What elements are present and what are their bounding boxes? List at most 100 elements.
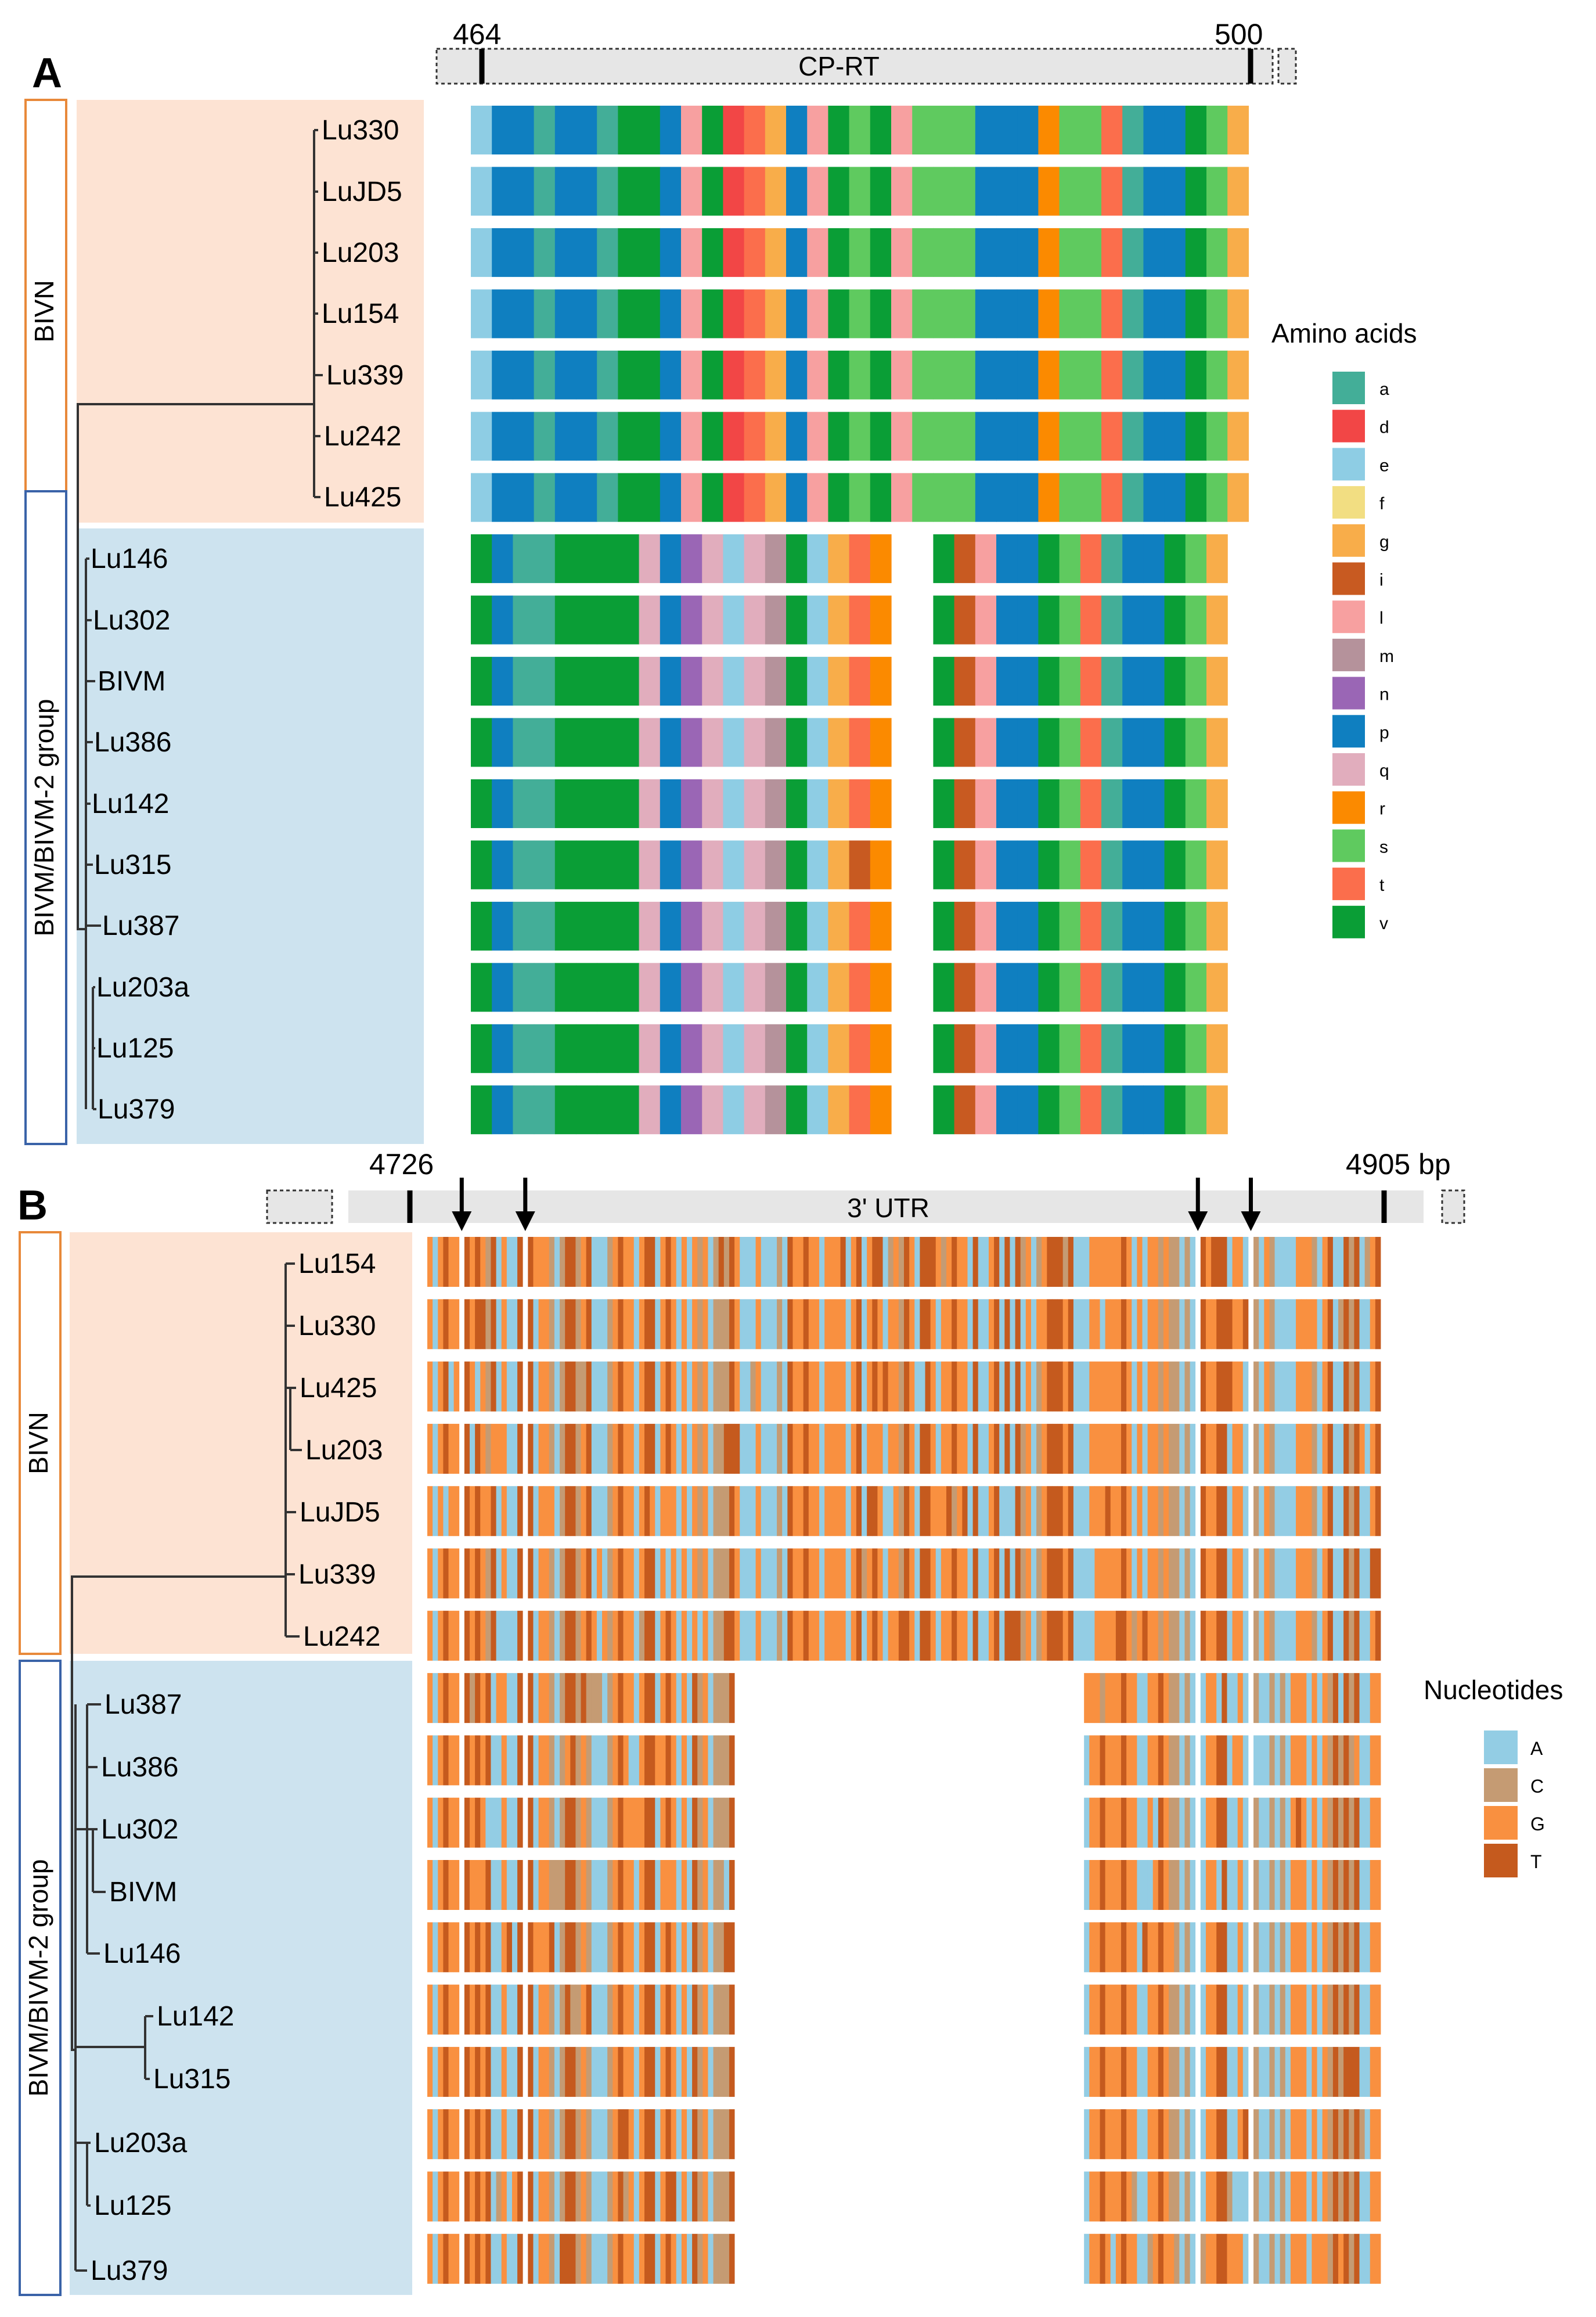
nucleotide-cell xyxy=(1222,1299,1227,1350)
nucleotide-cell xyxy=(1237,2233,1244,2284)
residue-cell xyxy=(744,657,766,706)
nucleotide-cell xyxy=(1338,1735,1344,1786)
taxon-label: LuJD5 xyxy=(300,1497,380,1528)
residue-cell xyxy=(1080,167,1102,216)
nucleotide-cell xyxy=(1115,1548,1122,1599)
nucleotide-cell xyxy=(1370,2233,1376,2284)
nucleotide-cell xyxy=(618,1486,624,1537)
residue-cell xyxy=(702,718,723,767)
nucleotide-cell xyxy=(1121,1548,1127,1599)
nucleotide-cell xyxy=(782,1610,788,1661)
nucleotide-cell xyxy=(925,1237,931,1287)
nucleotide-cell xyxy=(554,1735,560,1786)
residue-cell xyxy=(660,289,682,339)
residue-cell xyxy=(639,840,661,890)
nucleotide-cell xyxy=(1269,1735,1275,1786)
residue-cell xyxy=(513,350,535,400)
nucleotide-cell xyxy=(1227,1361,1233,1412)
nucleotide-cell xyxy=(528,1299,534,1350)
nucleotide-cell xyxy=(511,1922,518,1973)
nucleotide-cell xyxy=(1190,1797,1196,1848)
nucleotide-cell xyxy=(713,1610,719,1661)
residue-cell xyxy=(996,473,1018,522)
nucleotide-cell xyxy=(1242,2046,1249,2097)
nucleotide-cell xyxy=(723,1610,730,1661)
nucleotide-cell xyxy=(972,1237,979,1287)
nucleotide-cell xyxy=(602,1984,608,2035)
nucleotide-cell xyxy=(1269,1361,1275,1412)
nucleotide-cell xyxy=(618,1299,624,1350)
nucleotide-cell xyxy=(1349,1486,1354,1537)
residue-cell xyxy=(702,1085,723,1135)
residue-cell xyxy=(1017,595,1039,645)
nucleotide-cell xyxy=(1163,1860,1169,1910)
nucleotide-cell xyxy=(660,1299,666,1350)
nucleotide-cell xyxy=(1296,2109,1302,2160)
nucleotide-cell xyxy=(676,2109,682,2160)
nucleotide-cell xyxy=(697,1548,703,1599)
nucleotide-cell xyxy=(1285,2109,1291,2160)
nucleotide-cell xyxy=(1142,1237,1148,1287)
nucleotide-cell xyxy=(655,2109,661,2160)
residue-cell xyxy=(996,228,1018,277)
residue-cell xyxy=(1080,412,1102,461)
residue-cell xyxy=(786,412,808,461)
nucleotide-cell xyxy=(882,1423,889,1474)
nucleotide-cell xyxy=(1105,2109,1111,2160)
residue-cell xyxy=(1185,840,1207,890)
nucleotide-cell xyxy=(1100,2171,1106,2222)
residue-cell xyxy=(786,779,808,828)
nucleotide-cell xyxy=(639,1423,645,1474)
panel-b-bivn-group-box xyxy=(19,1231,62,1655)
nucleotide-cell xyxy=(718,1548,725,1599)
residue-cell xyxy=(1080,840,1102,890)
nucleotide-cell xyxy=(1110,1735,1116,1786)
nucleotide-cell xyxy=(1317,1735,1323,1786)
nucleotide-cell xyxy=(1089,1486,1095,1537)
nucleotide-cell xyxy=(1084,1797,1090,1848)
nucleotide-cell xyxy=(1110,1299,1116,1350)
nucleotide-cell xyxy=(1121,1797,1127,1848)
nucleotide-cell xyxy=(1290,1860,1296,1910)
nucleotide-cell xyxy=(1306,1610,1312,1661)
nucleotide-cell xyxy=(904,1361,910,1412)
residue-cell xyxy=(912,350,934,400)
residue-cell xyxy=(954,106,976,154)
residue-cell xyxy=(1185,350,1207,400)
residue-cell xyxy=(1038,718,1060,767)
nucleotide-cell xyxy=(1142,1299,1148,1350)
nucleotide-cell xyxy=(835,1610,841,1661)
nucleotide-cell xyxy=(1364,1548,1371,1599)
residue-cell xyxy=(1080,106,1102,154)
nucleotide-cell xyxy=(952,1361,957,1412)
residue-cell xyxy=(513,228,535,277)
nucleotide-cell xyxy=(824,1237,830,1287)
nucleotide-cell xyxy=(686,2046,693,2097)
residue-cell xyxy=(1017,106,1039,154)
residue-cell xyxy=(1227,289,1249,339)
nucleotide-cell xyxy=(464,1237,470,1287)
residue-cell xyxy=(786,901,808,951)
nucleotide-cell xyxy=(1036,1237,1042,1287)
nucleotide-cell xyxy=(1047,1361,1053,1412)
residue-cell xyxy=(1185,779,1207,828)
nucleotide-cell xyxy=(1290,2233,1296,2284)
nucleotide-cell xyxy=(1317,1797,1323,1848)
nucleotide-cell xyxy=(433,1860,438,1910)
nucleotide-cell xyxy=(904,1548,910,1599)
nucleotide-cell xyxy=(978,1361,984,1412)
panel-b-legend-title: Nucleotides xyxy=(1424,1675,1563,1705)
nucleotide-cell xyxy=(1084,1237,1090,1287)
residue-cell xyxy=(492,779,513,828)
nucleotide-cell xyxy=(443,1548,449,1599)
nucleotide-cell xyxy=(506,1361,513,1412)
nucleotide-cell xyxy=(1343,1673,1349,1724)
nucleotide-cell xyxy=(1338,1548,1344,1599)
nucleotide-cell xyxy=(443,1860,449,1910)
nucleotide-cell xyxy=(962,1548,968,1599)
nucleotide-cell xyxy=(697,2233,703,2284)
nucleotide-cell xyxy=(1169,1984,1175,2035)
nucleotide-cell xyxy=(1259,1361,1264,1412)
nucleotide-cell xyxy=(511,2171,518,2222)
nucleotide-cell xyxy=(554,1984,560,2035)
